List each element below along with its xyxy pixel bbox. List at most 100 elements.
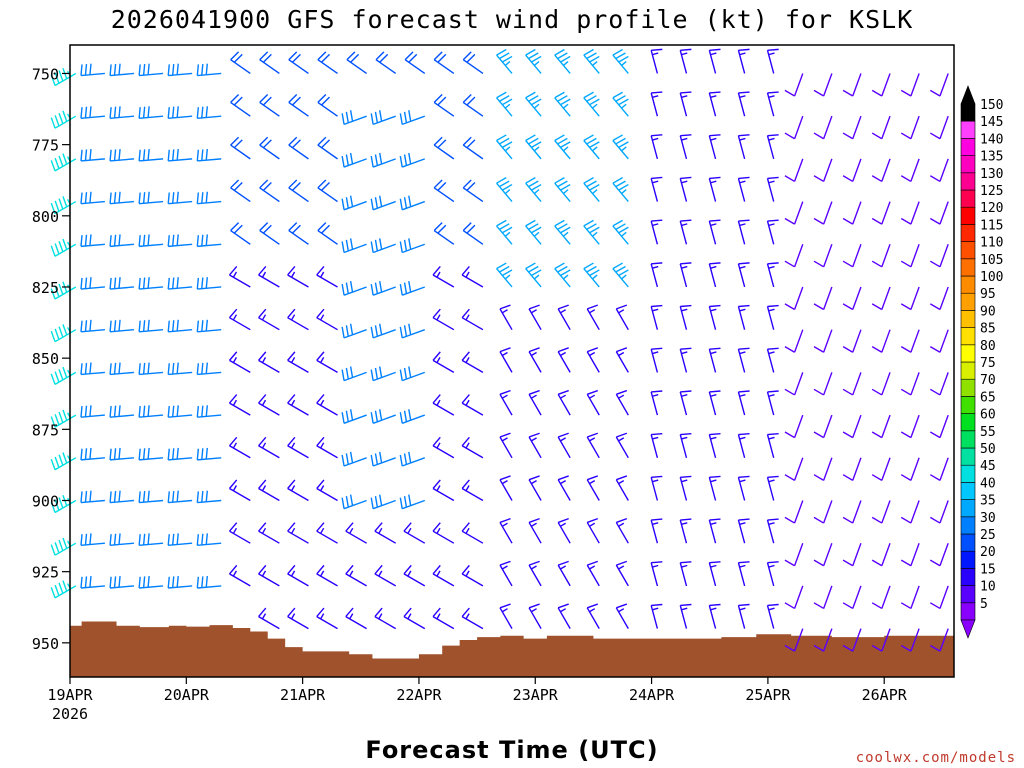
wind-barb — [525, 48, 542, 74]
x-tick-label: 20APR — [164, 686, 210, 704]
wind-barb — [370, 195, 396, 211]
wind-barb — [228, 308, 251, 331]
wind-barb — [900, 201, 920, 225]
wind-barb — [259, 222, 280, 245]
wind-barb — [341, 366, 367, 382]
wind-barb — [525, 91, 542, 117]
colorbar-label: 50 — [980, 442, 996, 457]
wind-barb — [341, 195, 367, 211]
wind-barb — [842, 158, 862, 183]
wind-barb — [900, 329, 920, 353]
wind-barb — [403, 564, 426, 587]
wind-barb — [615, 389, 629, 416]
wind-barb — [341, 409, 367, 424]
wind-barb — [196, 447, 222, 461]
wind-barb — [496, 262, 513, 288]
wind-barb — [650, 176, 663, 202]
wind-barb — [813, 329, 833, 353]
wind-barb — [528, 389, 542, 416]
wind-barb — [167, 191, 193, 205]
colorbar-swatch — [960, 447, 976, 466]
x-tick-label: 19APR — [47, 686, 93, 704]
wind-barb — [258, 308, 280, 331]
wind-barb — [138, 447, 164, 461]
colorbar-swatch — [960, 430, 976, 449]
colorbar-label: 115 — [980, 218, 1003, 233]
wind-barb — [288, 222, 309, 245]
wind-barb — [317, 94, 338, 117]
wind-barb — [871, 244, 891, 268]
wind-barb — [554, 91, 571, 117]
wind-barb — [679, 390, 692, 416]
wind-barb — [737, 561, 750, 587]
wind-barb — [461, 522, 484, 544]
wind-barb — [615, 475, 629, 501]
wind-barb — [167, 148, 193, 162]
wind-barb — [432, 351, 455, 373]
colorbar-label: 30 — [980, 511, 996, 526]
wind-barb — [258, 522, 280, 544]
wind-barb — [228, 394, 251, 416]
wind-barb — [813, 414, 833, 439]
wind-barb — [228, 522, 251, 544]
wind-barb — [317, 51, 338, 75]
wind-barb — [109, 191, 135, 205]
wind-barb — [900, 158, 920, 183]
wind-barb — [138, 148, 164, 162]
colorbar-swatch — [960, 310, 976, 328]
wind-barb — [679, 603, 692, 629]
colorbar-swatch — [960, 413, 976, 432]
wind-barb — [462, 94, 484, 117]
wind-barb — [929, 73, 949, 97]
wind-barb — [287, 522, 309, 544]
colorbar-swatch — [960, 172, 976, 191]
wind-barb — [842, 542, 862, 567]
wind-barb — [287, 351, 309, 373]
wind-barb — [138, 533, 164, 546]
colorbar-label: 10 — [980, 580, 996, 595]
wind-barb — [259, 136, 280, 160]
x-tick-label: 26APR — [862, 686, 908, 704]
x-tick-year-label: 2026 — [52, 705, 88, 723]
wind-barb — [196, 533, 222, 546]
wind-barb — [586, 475, 600, 501]
x-tick-label: 23APR — [513, 686, 559, 704]
wind-barb — [612, 134, 629, 160]
colorbar-swatch — [960, 344, 976, 363]
wind-barb — [929, 414, 949, 439]
wind-barb — [586, 603, 600, 629]
wind-barb — [399, 280, 426, 296]
wind-barb — [316, 522, 338, 544]
wind-barb — [813, 201, 833, 225]
wind-barb — [871, 329, 891, 353]
wind-barb — [287, 308, 309, 331]
wind-barb — [80, 63, 105, 77]
wind-barb — [370, 280, 396, 296]
wind-barb — [586, 304, 600, 331]
wind-barb — [228, 351, 251, 373]
wind-barb — [557, 517, 571, 544]
wind-barb — [496, 177, 513, 203]
wind-barb — [432, 564, 455, 587]
wind-barb — [813, 286, 833, 311]
wind-barb — [341, 323, 367, 339]
wind-barb — [615, 560, 629, 587]
wind-barb — [432, 266, 455, 288]
wind-barb — [499, 560, 513, 587]
wind-barb — [499, 432, 513, 459]
wind-barb — [259, 94, 280, 117]
x-tick-label: 22APR — [396, 686, 442, 704]
wind-barb — [50, 580, 77, 599]
wind-barb — [370, 110, 396, 126]
wind-barb — [650, 518, 663, 544]
wind-barb — [370, 409, 396, 424]
wind-barb — [900, 414, 920, 439]
wind-barb — [612, 262, 629, 288]
wind-barb — [138, 191, 164, 205]
wind-barb — [650, 262, 663, 288]
wind-barb — [287, 436, 309, 459]
wind-barb — [316, 351, 338, 373]
wind-barb — [554, 219, 571, 245]
colorbar-label: 20 — [980, 545, 996, 560]
wind-barb — [871, 414, 891, 439]
